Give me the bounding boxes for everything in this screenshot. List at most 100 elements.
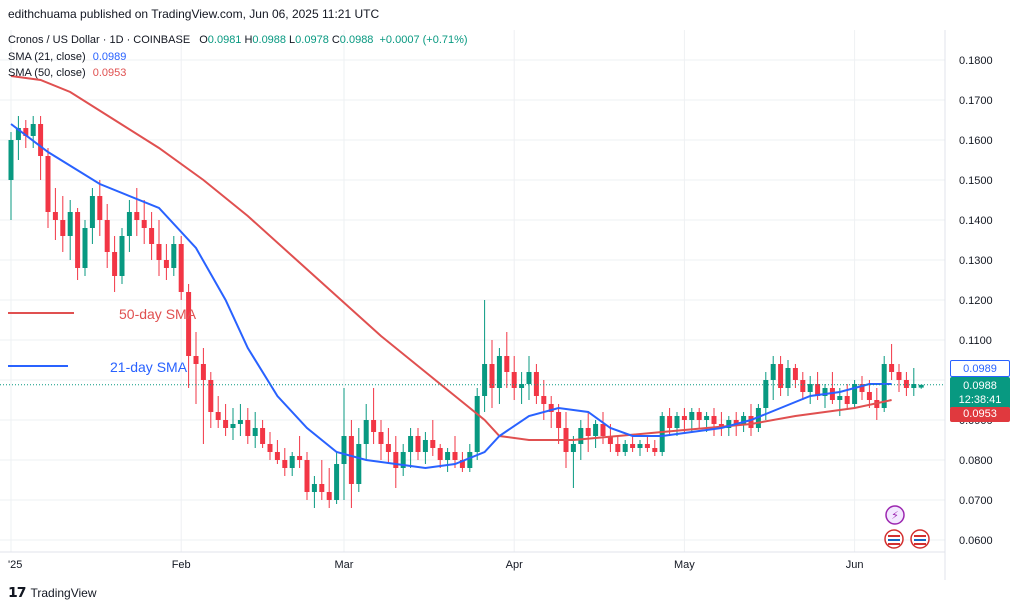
candle-body [911, 384, 917, 388]
price-tick-label: 0.1800 [959, 55, 993, 67]
candle-body [637, 444, 643, 448]
candle [171, 236, 177, 276]
candle [415, 428, 421, 460]
candle [178, 236, 184, 300]
time-axis-labels: '25 Feb Mar Apr May Jun [8, 559, 863, 571]
candle-body [260, 428, 266, 444]
candle-body [23, 128, 29, 136]
candle [319, 460, 325, 500]
sma21-legend-label: SMA (21, close) [8, 51, 86, 63]
candle [38, 116, 44, 180]
candle [186, 284, 192, 388]
ohlc-value: 0.0988 [252, 34, 287, 46]
candle [615, 436, 621, 456]
candle-body [245, 420, 251, 436]
candle-body [267, 444, 273, 452]
candle [112, 236, 118, 292]
candle-body [659, 416, 665, 452]
price-tick-label: 0.0800 [959, 455, 993, 467]
candle-body [852, 384, 858, 404]
candle [15, 116, 21, 160]
candle [548, 396, 554, 428]
candle [541, 380, 547, 420]
flag-icon[interactable] [910, 529, 930, 549]
candle-body [215, 412, 221, 420]
candle-body [918, 384, 924, 388]
candle-body [208, 380, 214, 412]
candle [348, 420, 354, 508]
candle-body [156, 244, 162, 260]
candle-body [8, 140, 14, 180]
sma21-legend[interactable]: SMA (21, close) 0.0989 [8, 51, 126, 63]
candle-body [163, 260, 169, 268]
ohlc-values: O0.0981 H0.0988 L0.0978 C0.0988 [199, 34, 376, 46]
candle [356, 428, 362, 492]
candle [889, 344, 895, 380]
flag-icon[interactable] [884, 529, 904, 549]
price-axis-labels: 0.1800 0.1700 0.1600 0.1500 0.1400 0.1300 0.12… [959, 55, 993, 547]
candle [430, 420, 436, 456]
lightning-icon[interactable]: ⚡ [885, 505, 905, 525]
candle-body [733, 420, 739, 424]
candle-body [363, 420, 369, 444]
candle-body [348, 436, 354, 484]
candle-body [674, 416, 680, 428]
candle-body [408, 436, 414, 452]
candle-body [304, 460, 310, 492]
candle [489, 340, 495, 408]
candle [334, 452, 340, 504]
candle-body [60, 220, 66, 236]
symbol-name: Cronos / US Dollar · 1D · COINBASE [8, 34, 191, 46]
bar-countdown: 12:38:41 [958, 394, 1002, 406]
sma21-price-tag: 0.0989 [950, 360, 1010, 377]
candle-body [881, 364, 887, 408]
candle-body [748, 416, 754, 428]
ohlc-key: O [199, 34, 208, 46]
candle-body [97, 196, 103, 220]
candle [237, 404, 243, 436]
candle-body [792, 368, 798, 380]
candle-body [178, 244, 184, 292]
candle [696, 408, 702, 428]
candle [718, 412, 724, 436]
candle [637, 440, 643, 456]
price-tick-label: 0.1100 [959, 335, 992, 347]
last-price-value: 0.0988 [963, 380, 997, 392]
candle-body [445, 452, 451, 460]
publisher-line: edithchuama published on TradingView.com… [8, 7, 380, 21]
candle [445, 448, 451, 472]
candle-body [334, 464, 340, 500]
price-tick-label: 0.1300 [959, 255, 993, 267]
price-tick-label: 0.1200 [959, 295, 993, 307]
candle-body [630, 444, 636, 448]
candle [245, 408, 251, 444]
candle [385, 428, 391, 464]
footer[interactable]: 𝟭𝟳 TradingView [8, 584, 97, 601]
candle [526, 356, 532, 400]
candle-body [67, 212, 73, 236]
sma50-legend-value: 0.0953 [92, 67, 127, 79]
price-tick-label: 0.0700 [959, 495, 993, 507]
symbol-legend: Cronos / US Dollar · 1D · COINBASE O0.09… [8, 34, 471, 46]
candle [326, 468, 332, 508]
price-tick-label: 0.1500 [959, 175, 993, 187]
candle-body [504, 356, 510, 372]
candle [193, 332, 199, 404]
candle-body [274, 452, 280, 460]
sma21-annotation-label: 21-day SMA [110, 359, 188, 375]
candle-body [556, 412, 562, 428]
time-tick-label: Feb [172, 559, 191, 571]
candle [689, 408, 695, 432]
candle [408, 428, 414, 468]
candle-body [763, 380, 769, 408]
candle [141, 200, 147, 244]
candle-body [422, 440, 428, 452]
sma50-legend[interactable]: SMA (50, close) 0.0953 [8, 67, 126, 79]
candle [371, 388, 377, 444]
candle-body [200, 364, 206, 380]
candlestick-series [8, 116, 924, 508]
candle [511, 356, 517, 400]
brand-name: TradingView [30, 585, 97, 600]
candle [533, 364, 539, 404]
